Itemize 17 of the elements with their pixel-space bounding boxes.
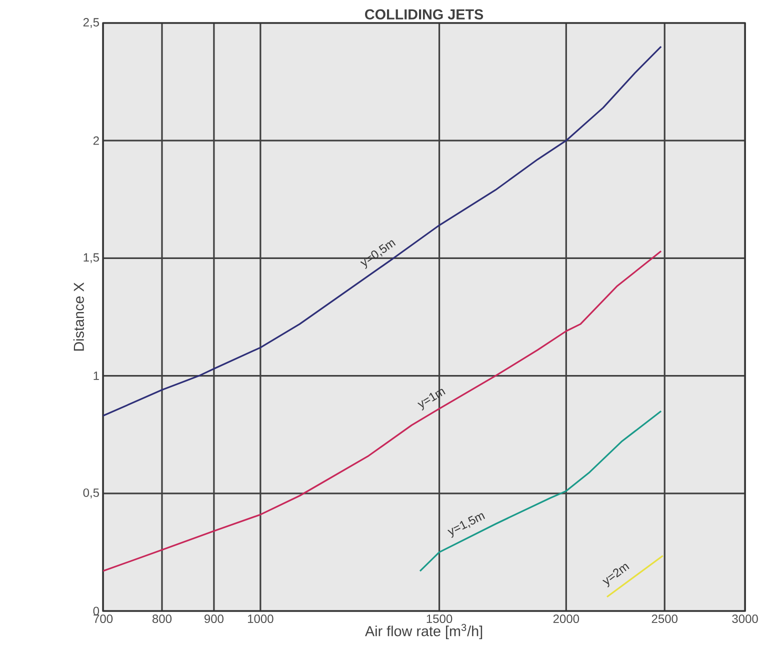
x-tick-label: 1000 — [248, 614, 274, 624]
y-tick-label: 1,5 — [84, 253, 99, 264]
y-tick-label: 0 — [93, 606, 100, 616]
x-tick-label: 800 — [152, 614, 172, 624]
y-tick-label: 2 — [93, 136, 99, 145]
x-tick-label: 1500 — [426, 614, 452, 624]
x-tick-label: 3000 — [732, 614, 758, 624]
y-axis-title: Distance X — [73, 282, 84, 351]
chart-title: COLLIDING JETS — [365, 9, 484, 20]
x-tick-label: 2000 — [553, 614, 580, 624]
y-tick-label: 0,5 — [83, 488, 99, 498]
x-tick-label: 700 — [94, 614, 113, 624]
x-tick-label: 2500 — [652, 614, 678, 624]
y-tick-label: 1 — [94, 372, 99, 380]
y-tick-label: 2,5 — [83, 18, 99, 28]
x-tick-label: 900 — [204, 614, 224, 624]
x-axis-title: Air flow rate [m$^{3}$/h] — [365, 624, 482, 640]
